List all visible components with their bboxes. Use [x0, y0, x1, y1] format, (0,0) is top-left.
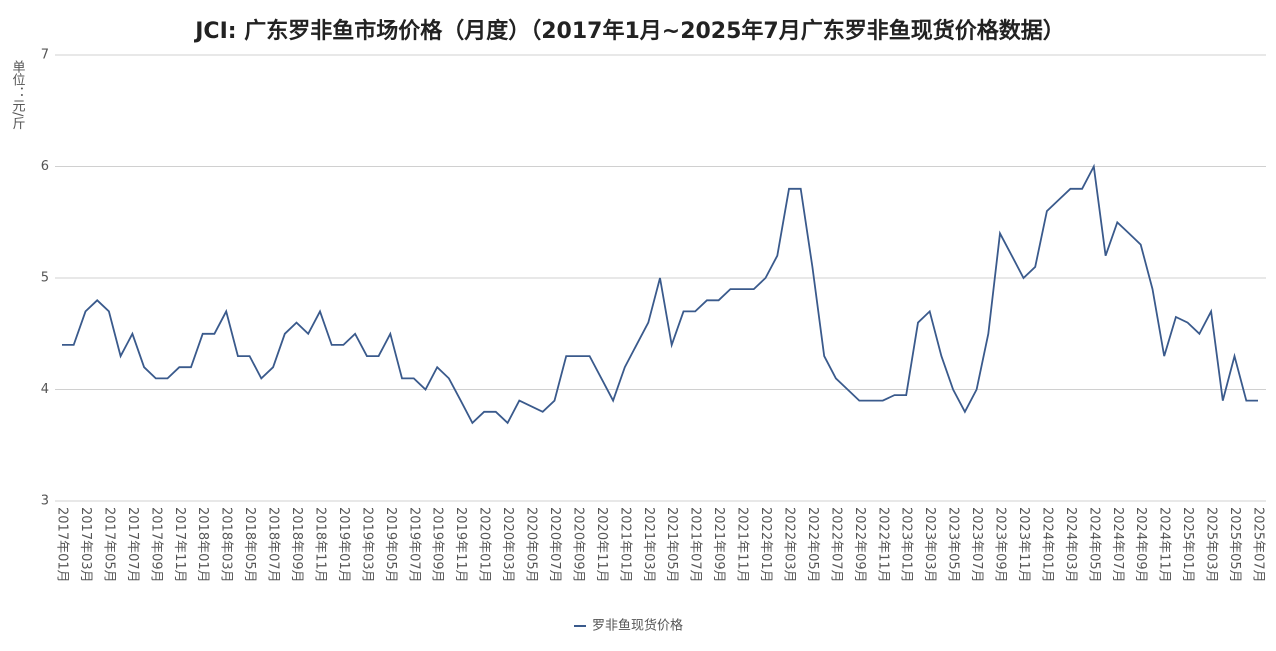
- x-tick-label: 2018年07月: [266, 507, 281, 583]
- x-tick-label: 2023年09月: [993, 507, 1008, 583]
- x-tick-label: 2020年05月: [524, 507, 539, 583]
- x-tick-label: 2019年03月: [359, 507, 374, 583]
- x-tick-label: 2019年11月: [453, 507, 468, 583]
- x-tick-label: 2024年01月: [1039, 507, 1054, 583]
- x-tick-label: 2024年11月: [1157, 507, 1172, 583]
- x-tick-label: 2017年11月: [172, 507, 187, 583]
- x-tick-label: 2019年09月: [430, 507, 445, 583]
- x-tick-label: 2023年05月: [946, 507, 961, 583]
- x-tick-label: 2025年05月: [1227, 507, 1242, 583]
- x-tick-label: 2017年07月: [125, 507, 140, 583]
- x-tick-label: 2018年09月: [289, 507, 304, 583]
- x-tick-label: 2017年03月: [78, 507, 93, 583]
- x-tick-label: 2024年05月: [1086, 507, 1101, 583]
- x-tick-label: 2017年09月: [148, 507, 163, 583]
- x-tick-label: 2018年01月: [195, 507, 210, 583]
- x-tick-label: 2018年05月: [242, 507, 257, 583]
- legend-label: 罗非鱼现货价格: [592, 618, 683, 634]
- series-line: [62, 163, 1258, 425]
- x-tick-label: 2022年03月: [781, 507, 796, 583]
- x-tick-label: 2017年05月: [101, 507, 116, 583]
- x-tick-label: 2025年01月: [1180, 507, 1195, 583]
- x-tick-label: 2021年03月: [641, 507, 656, 583]
- x-tick-label: 2018年03月: [219, 507, 234, 583]
- x-tick-label: 2024年09月: [1133, 507, 1148, 583]
- x-tick-label: 2022年05月: [805, 507, 820, 583]
- x-tick-label: 2019年05月: [383, 507, 398, 583]
- x-tick-label: 2022年09月: [852, 507, 867, 583]
- x-tick-label: 2020年07月: [547, 507, 562, 583]
- y-tick-label: 3: [41, 494, 49, 509]
- x-tick-label: 2021年11月: [735, 507, 750, 583]
- x-tick-label: 2021年09月: [711, 507, 726, 583]
- y-tick-label: 4: [41, 382, 49, 397]
- y-tick-label: 7: [41, 48, 49, 63]
- x-tick-label: 2023年11月: [1016, 507, 1031, 583]
- x-tick-label: 2021年05月: [664, 507, 679, 583]
- chart-title: JCI: 广东罗非鱼市场价格（月度）（2017年1月~2025年7月广东罗非鱼现…: [193, 18, 1065, 44]
- x-tick-label: 2024年03月: [1063, 507, 1078, 583]
- x-tick-label: 2020年03月: [500, 507, 515, 583]
- x-tick-label: 2023年01月: [899, 507, 914, 583]
- x-tick-label: 2021年01月: [617, 507, 632, 583]
- x-tick-label: 2017年01月: [55, 507, 70, 583]
- x-tick-label: 2019年01月: [336, 507, 351, 583]
- x-tick-label: 2020年11月: [594, 507, 609, 583]
- x-tick-label: 2020年09月: [570, 507, 585, 583]
- y-tick-label: 5: [41, 271, 49, 286]
- x-tick-label: 2025年07月: [1251, 507, 1266, 583]
- x-tick-label: 2018年11月: [312, 507, 327, 583]
- x-tick-label: 2022年07月: [828, 507, 843, 583]
- y-tick-label: 6: [41, 159, 49, 174]
- x-tick-label: 2021年07月: [688, 507, 703, 583]
- x-tick-label: 2025年03月: [1204, 507, 1219, 583]
- x-tick-label: 2023年03月: [922, 507, 937, 583]
- x-tick-label: 2023年07月: [969, 507, 984, 583]
- x-tick-label: 2024年07月: [1110, 507, 1125, 583]
- x-tick-label: 2020年01月: [477, 507, 492, 583]
- x-tick-label: 2022年11月: [875, 507, 890, 583]
- y-axis-label: 单位：元/斤: [10, 60, 26, 131]
- x-tick-label: 2022年01月: [758, 507, 773, 583]
- x-tick-label: 2019年07月: [406, 507, 421, 583]
